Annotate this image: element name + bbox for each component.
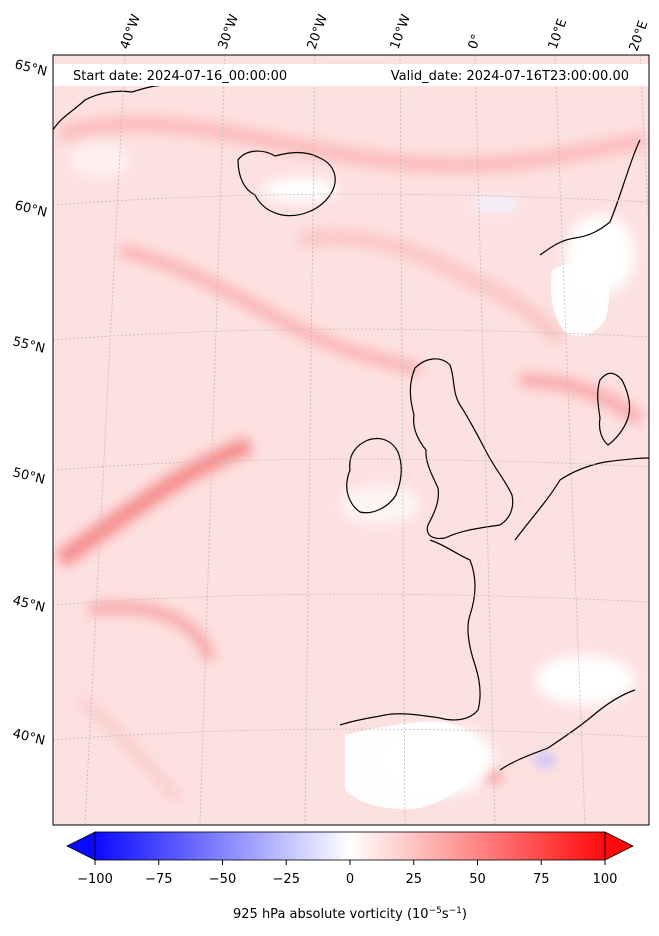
lat-label-60n: 60°N — [13, 198, 48, 220]
mediterranean-coast — [499, 689, 636, 771]
land-masks — [345, 260, 610, 810]
colorbar-ticks: −100 −75 −50 −25 0 25 50 75 100 — [77, 860, 617, 887]
colorbar-tick-label: −75 — [145, 872, 172, 887]
graticule — [53, 55, 649, 825]
denmark-coast — [597, 372, 631, 446]
lon-label-10w: 10°W — [388, 12, 414, 51]
ireland-coast — [346, 437, 402, 514]
lat-label-55n: 55°N — [11, 334, 46, 356]
lat-label-50n: 50°N — [11, 465, 46, 487]
lon-label-10e: 10°E — [546, 17, 571, 52]
valid-date-label: Valid_date: 2024-07-16T23:00:00.00 — [391, 69, 629, 84]
lon-label-30w: 30°W — [216, 12, 242, 51]
colorbar-extend-min — [66, 831, 96, 861]
vorticity-field — [53, 55, 649, 825]
lat-label-65n: 65°N — [13, 57, 48, 79]
lat-label-45n: 45°N — [11, 593, 46, 615]
colorbar-tick-label: 50 — [469, 872, 486, 887]
latitude-labels: 65°N 60°N 55°N 50°N 45°N 40°N — [11, 57, 48, 748]
iceland-coast — [237, 150, 336, 217]
longitude-labels: 40°W 30°W 20°W 10°W 0° 10°E 20°E — [118, 12, 652, 53]
continent-north-coast — [514, 457, 649, 541]
lat-label-40n: 40°N — [11, 726, 46, 748]
lon-label-40w: 40°W — [118, 12, 144, 51]
colorbar-bar — [94, 831, 606, 861]
norway-coast — [539, 139, 641, 256]
france-spain-coast — [339, 539, 481, 726]
coastlines — [53, 84, 649, 771]
colorbar-extend-max — [604, 831, 634, 861]
great-britain-coast — [409, 358, 514, 540]
title-bar — [53, 64, 649, 86]
colorbar-tick-label: −50 — [209, 872, 236, 887]
lon-label-0: 0° — [466, 32, 485, 51]
colorbar-tick-label: −100 — [77, 872, 113, 887]
lon-label-20e: 20°E — [627, 19, 652, 54]
colorbar-tick-label: −25 — [273, 872, 300, 887]
lon-label-20w: 20°W — [305, 12, 331, 51]
map-frame — [52, 54, 650, 826]
colorbar-tick-label: 75 — [533, 872, 550, 887]
vorticity-bands — [55, 116, 647, 804]
colorbar-tick-label: 100 — [593, 872, 618, 887]
colorbar: −100 −75 −50 −25 0 25 50 75 100 925 hPa absolute… — [66, 831, 634, 922]
start-date-label: Start date: 2024-07-16_00:00:00 — [73, 69, 287, 84]
greenland-coast — [53, 84, 169, 131]
colorbar-tick-label: 25 — [405, 872, 422, 887]
colorbar-label: 925 hPa absolute vorticity (10−5s−1) — [233, 906, 467, 922]
colorbar-tick-label: 0 — [346, 872, 354, 887]
